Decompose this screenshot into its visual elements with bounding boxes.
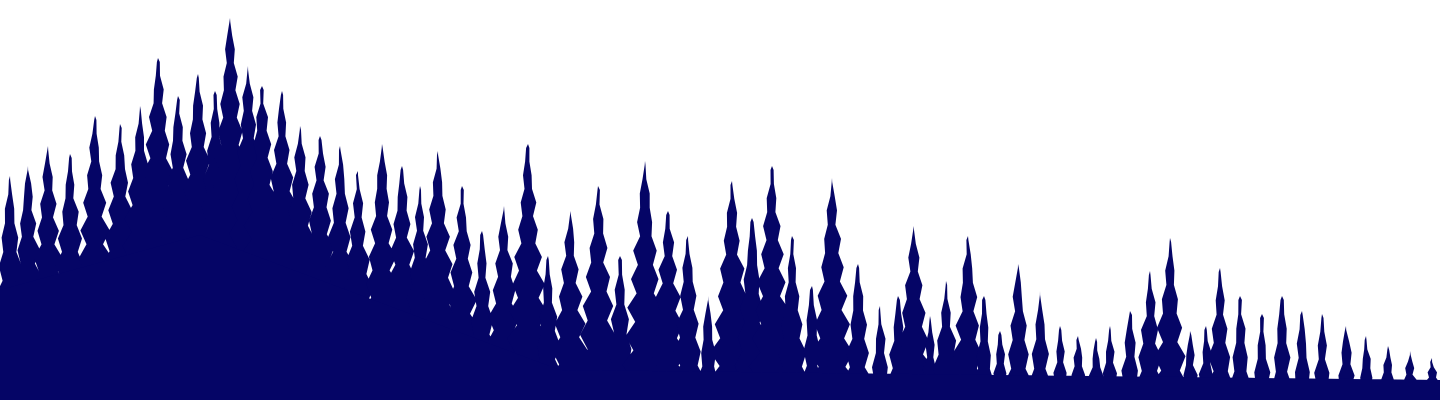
tree-64 bbox=[1254, 314, 1271, 396]
tree-49 bbox=[973, 296, 995, 393]
tree-52 bbox=[1028, 291, 1051, 394]
tree-30 bbox=[577, 186, 619, 389]
tree-31 bbox=[604, 256, 635, 389]
tree-66 bbox=[1295, 311, 1310, 397]
tree-62 bbox=[1206, 268, 1234, 396]
tree-41 bbox=[809, 178, 857, 392]
tree-13 bbox=[225, 66, 271, 271]
tree-58 bbox=[1136, 271, 1165, 395]
tree-2 bbox=[13, 166, 42, 301]
tree-38 bbox=[748, 166, 795, 391]
tree-29 bbox=[549, 211, 591, 389]
tree-40 bbox=[801, 286, 823, 391]
tree-26 bbox=[486, 206, 523, 367]
tree-67 bbox=[1314, 314, 1330, 397]
hill-ground bbox=[0, 235, 1440, 400]
tree-65 bbox=[1272, 296, 1293, 397]
tree-25 bbox=[467, 231, 498, 359]
tree-46 bbox=[922, 316, 937, 393]
tree-35 bbox=[697, 296, 718, 390]
tree-21 bbox=[385, 166, 419, 329]
tree-44 bbox=[887, 296, 910, 392]
tree-19 bbox=[344, 171, 374, 313]
tree-3 bbox=[31, 146, 65, 295]
tree-36 bbox=[709, 181, 757, 390]
tree-51 bbox=[1004, 264, 1033, 394]
tree-57 bbox=[1121, 311, 1138, 395]
tree-4 bbox=[55, 154, 84, 289]
tree-45 bbox=[896, 226, 934, 393]
tree-48 bbox=[949, 236, 986, 393]
tree-line bbox=[0, 18, 1440, 398]
tree-5 bbox=[78, 116, 113, 282]
tree-42 bbox=[842, 264, 874, 392]
tree-47 bbox=[932, 281, 960, 393]
tree-23 bbox=[417, 151, 458, 343]
tree-34 bbox=[672, 236, 705, 390]
tree-39 bbox=[775, 236, 810, 391]
tree-8 bbox=[134, 58, 182, 265]
tree-63 bbox=[1229, 296, 1252, 396]
tree-17 bbox=[302, 136, 337, 298]
tree-59 bbox=[1150, 238, 1188, 395]
tree-24 bbox=[445, 186, 480, 352]
tree-43 bbox=[872, 306, 888, 392]
